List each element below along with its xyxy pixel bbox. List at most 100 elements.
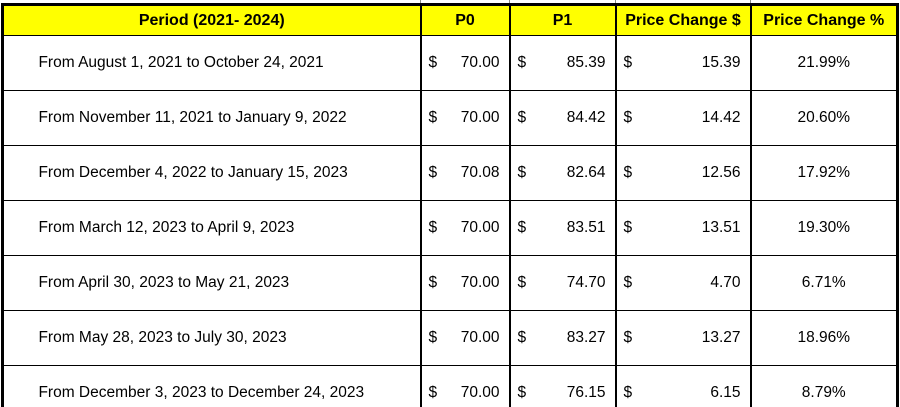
currency-symbol: $ bbox=[517, 384, 527, 401]
p1-value: 82.64 bbox=[566, 164, 606, 181]
currency-symbol: $ bbox=[623, 164, 633, 181]
currency-symbol: $ bbox=[623, 54, 633, 71]
period-cell: From December 3, 2023 to December 24, 20… bbox=[2, 365, 421, 407]
p0-value: 70.00 bbox=[460, 54, 500, 71]
currency-symbol: $ bbox=[623, 274, 633, 291]
price-change-pct-cell: 20.60% bbox=[749, 90, 898, 146]
table-row: From November 11, 2021 to January 9, 202… bbox=[2, 90, 898, 146]
currency-symbol: $ bbox=[428, 109, 438, 126]
table-row: From December 4, 2022 to January 15, 202… bbox=[2, 145, 898, 201]
currency-symbol: $ bbox=[428, 274, 438, 291]
currency-symbol: $ bbox=[428, 219, 438, 236]
col-header-p0: P0 bbox=[419, 4, 510, 36]
period-label: From December 4, 2022 to January 15, 202… bbox=[38, 164, 348, 181]
price-change-value: 4.70 bbox=[710, 274, 741, 291]
price-change-value: 13.51 bbox=[701, 219, 741, 236]
p1-cell: $ 76.15 bbox=[508, 365, 616, 407]
p1-value: 83.27 bbox=[566, 329, 606, 346]
period-label: From April 30, 2023 to May 21, 2023 bbox=[38, 274, 290, 291]
currency-symbol: $ bbox=[517, 274, 527, 291]
currency-symbol: $ bbox=[428, 54, 438, 71]
p1-value: 83.51 bbox=[566, 219, 606, 236]
p1-value: 74.70 bbox=[566, 274, 606, 291]
table-row: From April 30, 2023 to May 21, 2023 $ 70… bbox=[2, 255, 898, 311]
currency-symbol: $ bbox=[428, 329, 438, 346]
period-cell: From November 11, 2021 to January 9, 202… bbox=[2, 90, 421, 146]
price-change-pct-cell: 21.99% bbox=[749, 35, 898, 91]
table-row: From March 12, 2023 to April 9, 2023 $ 7… bbox=[2, 200, 898, 256]
price-change-pct-value: 19.30% bbox=[797, 219, 851, 236]
price-change-value: 15.39 bbox=[701, 54, 741, 71]
price-change-value: 12.56 bbox=[701, 164, 741, 181]
gridline-stub bbox=[750, 0, 751, 3]
price-change-pct-cell: 8.79% bbox=[749, 365, 898, 407]
period-cell: From December 4, 2022 to January 15, 202… bbox=[2, 145, 421, 201]
p0-cell: $ 70.00 bbox=[419, 255, 510, 311]
table-row: From August 1, 2021 to October 24, 2021 … bbox=[2, 35, 898, 91]
currency-symbol: $ bbox=[517, 109, 527, 126]
period-cell: From May 28, 2023 to July 30, 2023 bbox=[2, 310, 421, 366]
period-cell: From March 12, 2023 to April 9, 2023 bbox=[2, 200, 421, 256]
p1-value: 84.42 bbox=[566, 109, 606, 126]
p1-cell: $ 84.42 bbox=[508, 90, 616, 146]
p1-cell: $ 74.70 bbox=[508, 255, 616, 311]
col-header-price-change-p: Price Change % bbox=[749, 4, 898, 36]
p1-cell: $ 82.64 bbox=[508, 145, 616, 201]
col-header-p1: P1 bbox=[508, 4, 616, 36]
p1-cell: $ 83.51 bbox=[508, 200, 616, 256]
price-change-cell: $ 12.56 bbox=[614, 145, 751, 201]
period-cell: From April 30, 2023 to May 21, 2023 bbox=[2, 255, 421, 311]
price-change-pct-cell: 18.96% bbox=[749, 310, 898, 366]
period-label: From March 12, 2023 to April 9, 2023 bbox=[38, 219, 295, 236]
price-change-pct-value: 8.79% bbox=[801, 384, 846, 401]
currency-symbol: $ bbox=[428, 164, 438, 181]
p0-value: 70.00 bbox=[460, 384, 500, 401]
price-change-pct-value: 6.71% bbox=[801, 274, 846, 291]
currency-symbol: $ bbox=[623, 329, 633, 346]
period-label: From November 11, 2021 to January 9, 202… bbox=[38, 109, 347, 126]
price-change-pct-value: 21.99% bbox=[797, 54, 851, 71]
table-row: From May 28, 2023 to July 30, 2023 $ 70.… bbox=[2, 310, 898, 366]
price-change-pct-cell: 17.92% bbox=[749, 145, 898, 201]
p0-cell: $ 70.00 bbox=[419, 90, 510, 146]
price-change-cell: $ 4.70 bbox=[614, 255, 751, 311]
price-change-pct-cell: 6.71% bbox=[749, 255, 898, 311]
p0-value: 70.00 bbox=[460, 329, 500, 346]
price-change-cell: $ 13.51 bbox=[614, 200, 751, 256]
price-change-pct-value: 17.92% bbox=[797, 164, 851, 181]
p0-value: 70.00 bbox=[460, 219, 500, 236]
currency-symbol: $ bbox=[517, 54, 527, 71]
price-change-cell: $ 14.42 bbox=[614, 90, 751, 146]
price-change-cell: $ 15.39 bbox=[614, 35, 751, 91]
currency-symbol: $ bbox=[517, 329, 527, 346]
p0-value: 70.08 bbox=[460, 164, 500, 181]
price-change-pct-value: 20.60% bbox=[797, 109, 851, 126]
col-header-period: Period (2021- 2024) bbox=[2, 4, 421, 36]
p1-value: 85.39 bbox=[566, 54, 606, 71]
price-change-pct-cell: 19.30% bbox=[749, 200, 898, 256]
period-label: From May 28, 2023 to July 30, 2023 bbox=[38, 329, 287, 346]
p0-cell: $ 70.00 bbox=[419, 35, 510, 91]
currency-symbol: $ bbox=[623, 219, 633, 236]
gridline-stub bbox=[420, 0, 421, 3]
price-change-value: 14.42 bbox=[701, 109, 741, 126]
gridline-stub bbox=[509, 0, 510, 3]
p0-cell: $ 70.08 bbox=[419, 145, 510, 201]
currency-symbol: $ bbox=[517, 164, 527, 181]
p1-cell: $ 85.39 bbox=[508, 35, 616, 91]
price-change-value: 6.15 bbox=[710, 384, 741, 401]
currency-symbol: $ bbox=[623, 109, 633, 126]
p0-value: 70.00 bbox=[460, 109, 500, 126]
p0-cell: $ 70.00 bbox=[419, 200, 510, 256]
period-cell: From August 1, 2021 to October 24, 2021 bbox=[2, 35, 421, 91]
p1-value: 76.15 bbox=[566, 384, 606, 401]
gridline-stub bbox=[615, 0, 616, 3]
price-change-cell: $ 13.27 bbox=[614, 310, 751, 366]
period-label: From August 1, 2021 to October 24, 2021 bbox=[38, 54, 324, 71]
price-change-cell: $ 6.15 bbox=[614, 365, 751, 407]
currency-symbol: $ bbox=[623, 384, 633, 401]
price-change-value: 13.27 bbox=[701, 329, 741, 346]
price-change-pct-value: 18.96% bbox=[797, 329, 851, 346]
p1-cell: $ 83.27 bbox=[508, 310, 616, 366]
header-row: Period (2021- 2024) P0 P1 Price Change $… bbox=[2, 4, 898, 36]
